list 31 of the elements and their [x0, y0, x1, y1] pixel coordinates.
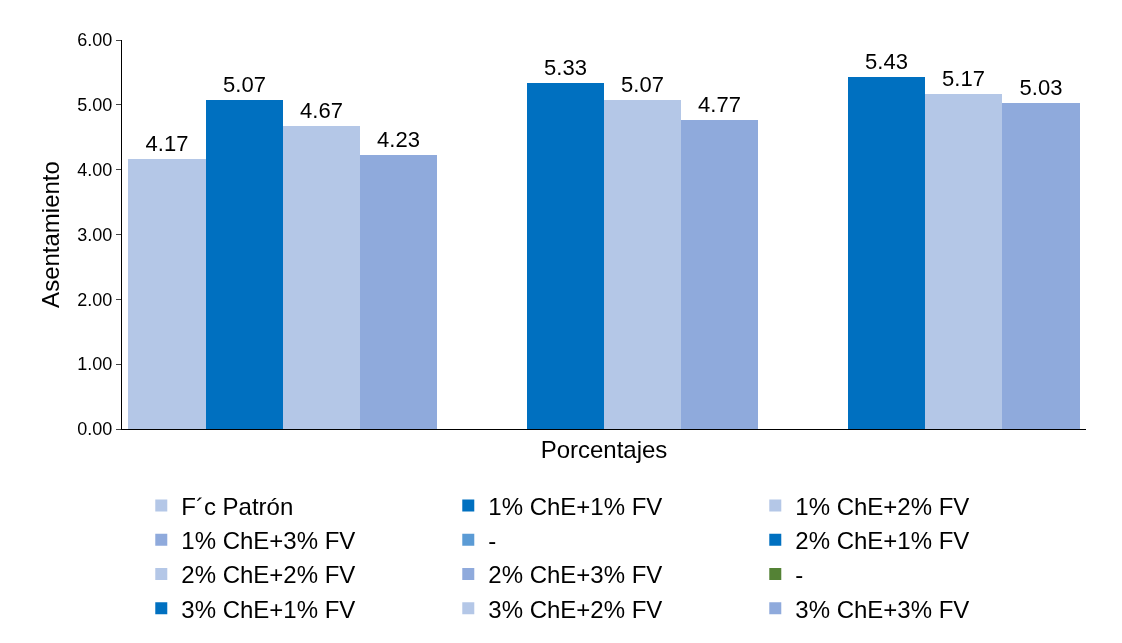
- legend-label: 2% ChE+2% FV: [181, 561, 356, 589]
- y-tick-label: 0.00: [77, 419, 113, 440]
- y-axis-title: Asentamiento: [37, 161, 65, 308]
- data-label: 5.33: [544, 55, 587, 80]
- legend-label: 2% ChE+3% FV: [488, 561, 663, 589]
- data-label: 4.77: [698, 92, 741, 117]
- legend-label: 3% ChE+1% FV: [181, 595, 356, 623]
- y-tick-label: 2.00: [77, 289, 113, 310]
- data-label: 5.03: [1019, 75, 1063, 100]
- legend-label: 1% ChE+1% FV: [488, 492, 663, 520]
- legend-label: 1% ChE+3% FV: [181, 527, 356, 555]
- y-tick-label: 1.00: [77, 354, 113, 375]
- data-label: 5.43: [865, 49, 908, 74]
- data-label: 5.07: [621, 72, 664, 97]
- legend-label: 1% ChE+2% FV: [795, 492, 970, 520]
- legend-label: -: [795, 561, 804, 589]
- y-tick-label: 5.00: [77, 95, 113, 116]
- legend-label: 2% ChE+1% FV: [795, 527, 970, 555]
- x-axis-title: Porcentajes: [540, 436, 668, 464]
- data-label: 4.67: [300, 98, 343, 123]
- y-tick-label: 6.00: [77, 30, 113, 51]
- legend-label: F´c Patrón: [181, 492, 294, 520]
- data-label: 5.17: [942, 66, 985, 91]
- data-label: 5.07: [223, 72, 266, 97]
- y-tick-label: 3.00: [77, 224, 113, 245]
- data-label: 4.23: [377, 127, 420, 152]
- legend-label: 3% ChE+3% FV: [795, 595, 970, 623]
- y-tick-label: 4.00: [77, 159, 113, 180]
- legend-label: -: [488, 527, 497, 555]
- data-label: 4.17: [145, 131, 189, 156]
- legend-label: 3% ChE+2% FV: [488, 595, 663, 623]
